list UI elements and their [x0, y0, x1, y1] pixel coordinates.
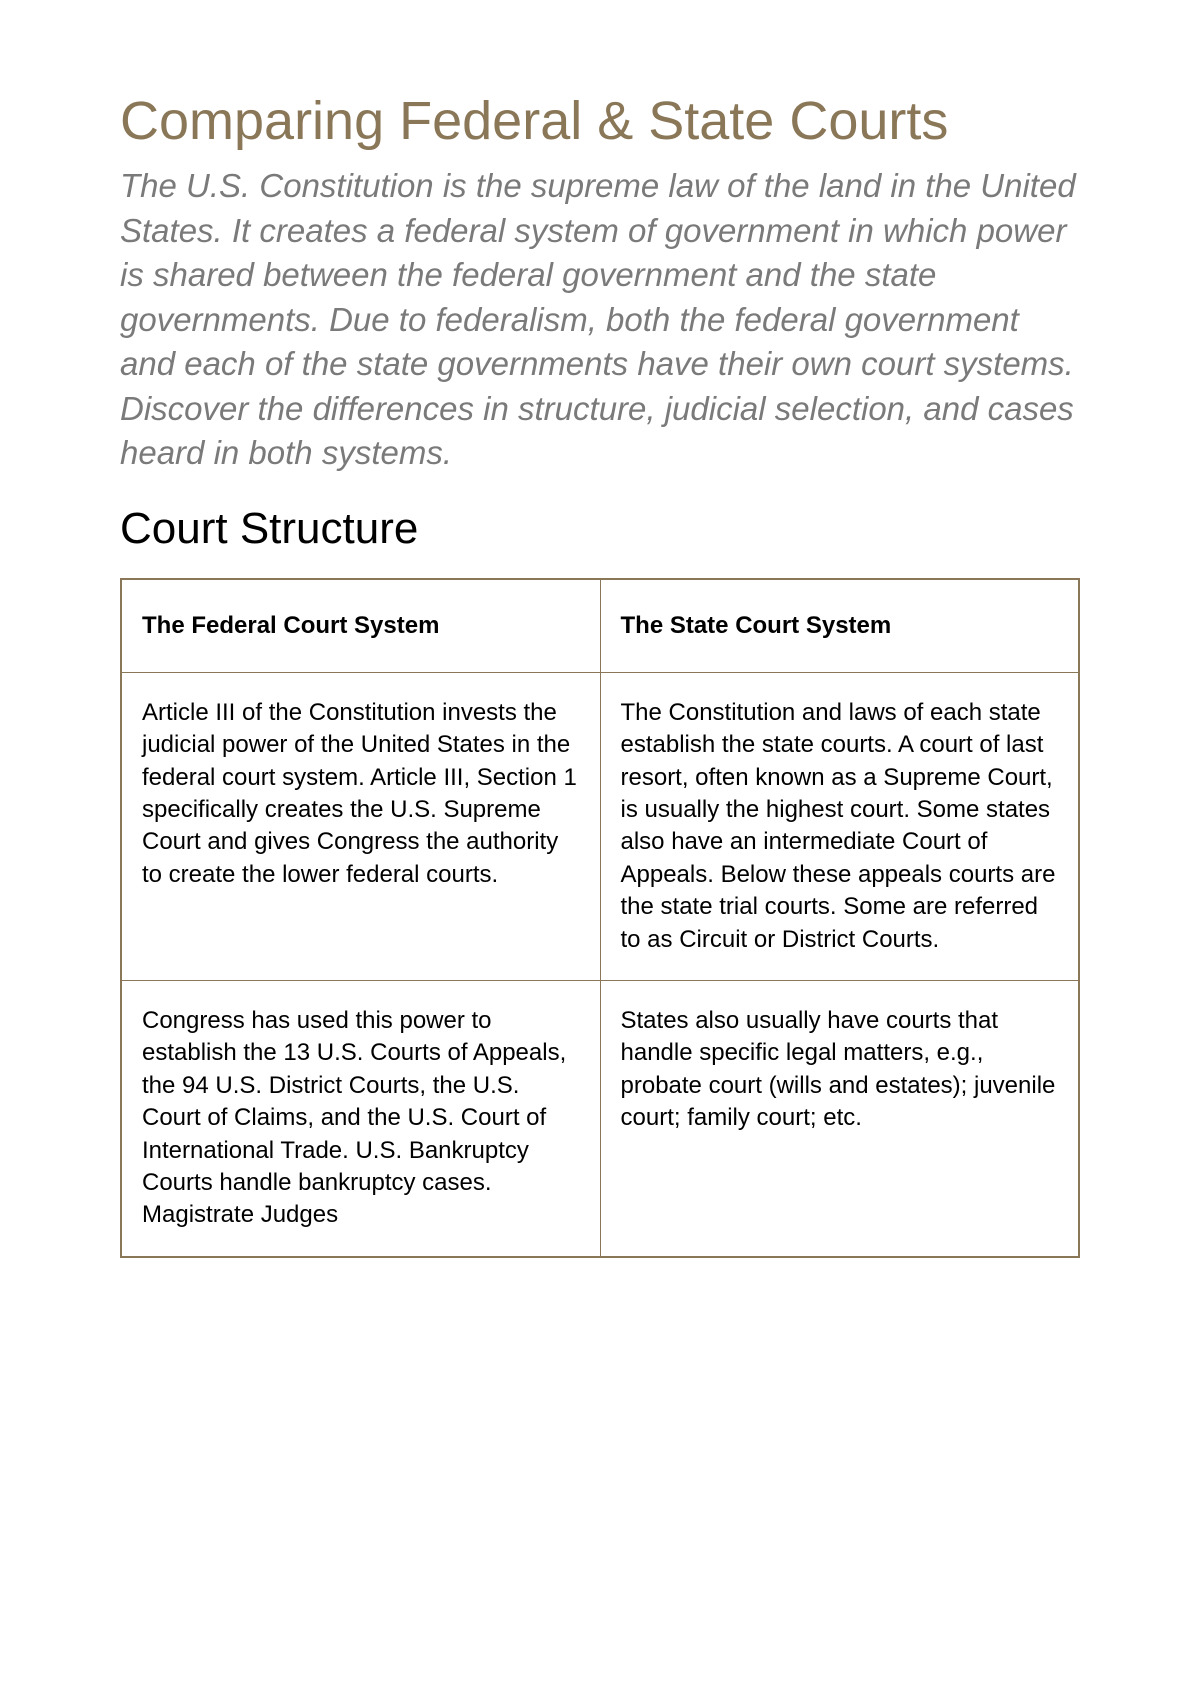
cell-federal: Congress has used this power to establis…: [121, 981, 600, 1257]
intro-paragraph: The U.S. Constitution is the supreme law…: [120, 164, 1080, 476]
header-federal: The Federal Court System: [121, 579, 600, 673]
table-row: Article III of the Constitution invests …: [121, 672, 1079, 980]
page-title: Comparing Federal & State Courts: [120, 90, 1080, 152]
cell-state: The Constitution and laws of each state …: [600, 672, 1079, 980]
cell-state: States also usually have courts that han…: [600, 981, 1079, 1257]
header-state: The State Court System: [600, 579, 1079, 673]
table-row: Congress has used this power to establis…: [121, 981, 1079, 1257]
table-header-row: The Federal Court System The State Court…: [121, 579, 1079, 673]
section-heading: Court Structure: [120, 504, 1080, 554]
comparison-table: The Federal Court System The State Court…: [120, 578, 1080, 1258]
cell-federal: Article III of the Constitution invests …: [121, 672, 600, 980]
